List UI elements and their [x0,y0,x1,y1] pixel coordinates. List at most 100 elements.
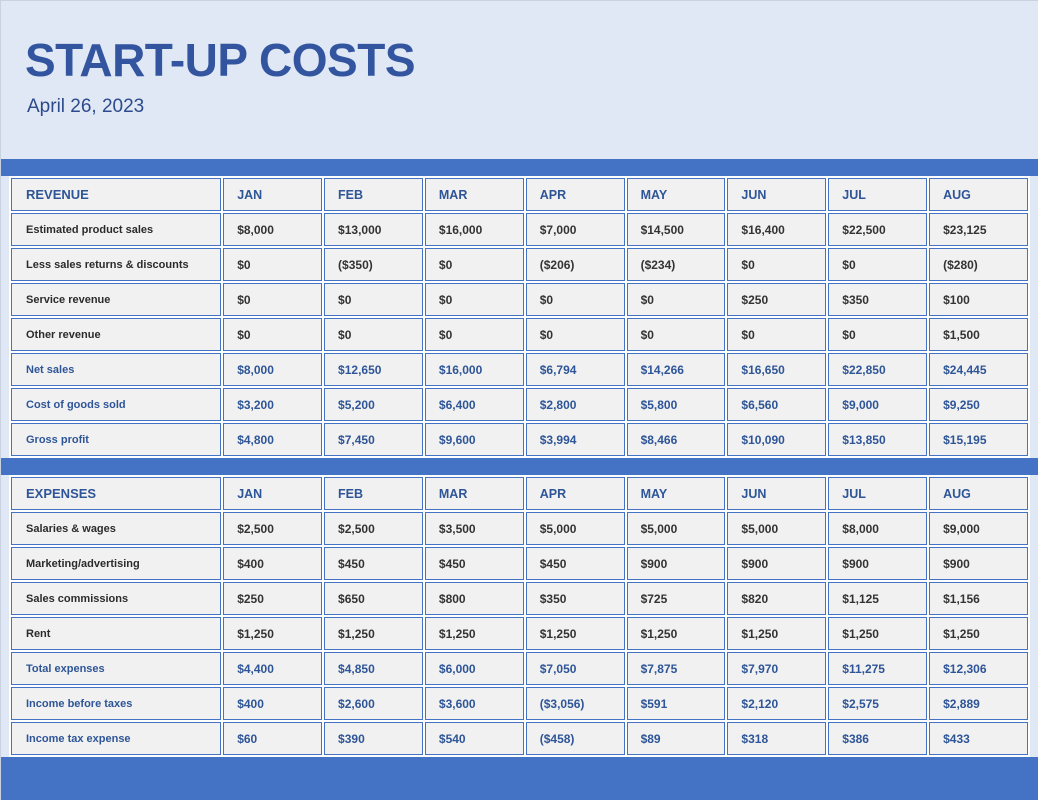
value-cell[interactable]: $900 [929,547,1028,580]
row-label-cell[interactable]: Income tax expense [11,722,222,755]
value-cell[interactable]: $13,000 [324,213,423,246]
value-cell[interactable]: $1,250 [324,617,423,650]
value-cell[interactable]: $1,125 [828,582,928,615]
value-cell[interactable]: $14,266 [626,353,726,386]
value-cell[interactable]: $450 [324,547,423,580]
value-cell[interactable]: $0 [828,318,928,351]
month-header-cell[interactable]: AUG [929,178,1028,211]
value-cell[interactable]: $9,600 [424,423,524,456]
row-label-cell[interactable]: Cost of goods sold [11,388,222,421]
month-header-cell[interactable]: JUN [727,178,827,211]
value-cell[interactable]: $6,400 [424,388,524,421]
row-label-cell[interactable]: Salaries & wages [11,512,222,545]
value-cell[interactable]: $6,000 [424,652,524,685]
month-header-cell[interactable]: MAY [626,178,726,211]
value-cell[interactable]: $433 [929,722,1028,755]
value-cell[interactable]: $15,195 [929,423,1028,456]
value-cell[interactable]: $23,125 [929,213,1028,246]
value-cell[interactable]: $8,000 [223,213,323,246]
row-label-cell[interactable]: Estimated product sales [11,213,222,246]
value-cell[interactable]: $7,050 [525,652,625,685]
value-cell[interactable]: $22,500 [828,213,928,246]
value-cell[interactable]: ($280) [929,248,1028,281]
value-cell[interactable]: $350 [525,582,625,615]
value-cell[interactable]: $2,120 [727,687,827,720]
value-cell[interactable]: $8,000 [828,512,928,545]
value-cell[interactable]: $3,500 [424,512,524,545]
value-cell[interactable]: $13,850 [828,423,928,456]
value-cell[interactable]: $22,850 [828,353,928,386]
value-cell[interactable]: $318 [727,722,827,755]
value-cell[interactable]: $7,875 [626,652,726,685]
row-label-cell[interactable]: Other revenue [11,318,222,351]
value-cell[interactable]: $820 [727,582,827,615]
month-header-cell[interactable]: JAN [223,477,323,510]
value-cell[interactable]: $16,000 [424,213,524,246]
value-cell[interactable]: $0 [223,318,323,351]
value-cell[interactable]: $4,400 [223,652,323,685]
value-cell[interactable]: $5,800 [626,388,726,421]
value-cell[interactable]: $7,450 [324,423,423,456]
value-cell[interactable]: $6,794 [525,353,625,386]
value-cell[interactable]: ($350) [324,248,423,281]
month-header-cell[interactable]: MAR [424,477,524,510]
value-cell[interactable]: $0 [525,283,625,316]
value-cell[interactable]: $3,994 [525,423,625,456]
value-cell[interactable]: $7,000 [525,213,625,246]
row-label-cell[interactable]: Sales commissions [11,582,222,615]
value-cell[interactable]: $0 [727,318,827,351]
value-cell[interactable]: $1,250 [727,617,827,650]
row-label-cell[interactable]: Gross profit [11,423,222,456]
value-cell[interactable]: $60 [223,722,323,755]
value-cell[interactable]: $3,600 [424,687,524,720]
row-label-cell[interactable]: Income before taxes [11,687,222,720]
value-cell[interactable]: $800 [424,582,524,615]
value-cell[interactable]: $9,000 [929,512,1028,545]
value-cell[interactable]: $10,090 [727,423,827,456]
value-cell[interactable]: $8,466 [626,423,726,456]
month-header-cell[interactable]: MAY [626,477,726,510]
value-cell[interactable]: $0 [626,318,726,351]
value-cell[interactable]: $0 [223,283,323,316]
value-cell[interactable]: ($458) [525,722,625,755]
value-cell[interactable]: ($234) [626,248,726,281]
value-cell[interactable]: $900 [727,547,827,580]
value-cell[interactable]: $1,250 [929,617,1028,650]
value-cell[interactable]: $4,800 [223,423,323,456]
value-cell[interactable]: $5,000 [626,512,726,545]
value-cell[interactable]: $1,250 [424,617,524,650]
value-cell[interactable]: $11,275 [828,652,928,685]
value-cell[interactable]: $1,250 [828,617,928,650]
value-cell[interactable]: $900 [828,547,928,580]
value-cell[interactable]: ($3,056) [525,687,625,720]
value-cell[interactable]: $8,000 [223,353,323,386]
value-cell[interactable]: $16,000 [424,353,524,386]
value-cell[interactable]: $450 [525,547,625,580]
value-cell[interactable]: $0 [324,283,423,316]
value-cell[interactable]: $5,200 [324,388,423,421]
value-cell[interactable]: ($206) [525,248,625,281]
row-label-cell[interactable]: Service revenue [11,283,222,316]
value-cell[interactable]: $2,500 [223,512,323,545]
value-cell[interactable]: $0 [626,283,726,316]
month-header-cell[interactable]: FEB [324,178,423,211]
value-cell[interactable]: $591 [626,687,726,720]
month-header-cell[interactable]: JUL [828,178,928,211]
value-cell[interactable]: $100 [929,283,1028,316]
value-cell[interactable]: $2,800 [525,388,625,421]
value-cell[interactable]: $5,000 [525,512,625,545]
value-cell[interactable]: $250 [727,283,827,316]
value-cell[interactable]: $89 [626,722,726,755]
row-label-cell[interactable]: Less sales returns & discounts [11,248,222,281]
value-cell[interactable]: $386 [828,722,928,755]
value-cell[interactable]: $4,850 [324,652,423,685]
value-cell[interactable]: $1,250 [626,617,726,650]
row-label-cell[interactable]: Net sales [11,353,222,386]
value-cell[interactable]: $0 [223,248,323,281]
value-cell[interactable]: $7,970 [727,652,827,685]
value-cell[interactable]: $12,306 [929,652,1028,685]
value-cell[interactable]: $390 [324,722,423,755]
value-cell[interactable]: $9,250 [929,388,1028,421]
row-label-cell[interactable]: Rent [11,617,222,650]
value-cell[interactable]: $24,445 [929,353,1028,386]
